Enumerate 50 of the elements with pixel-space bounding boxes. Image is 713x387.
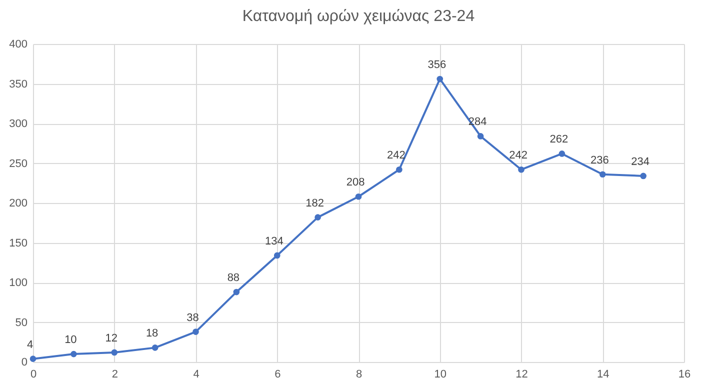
data-label: 234 <box>631 156 650 168</box>
x-tick-label: 0 <box>30 368 37 380</box>
y-tick-label: 250 <box>9 158 28 170</box>
y-tick-label: 0 <box>21 356 28 368</box>
y-tick-label: 50 <box>15 316 28 329</box>
data-label: 236 <box>590 154 609 166</box>
point <box>314 214 321 220</box>
x-tick-label: 6 <box>274 368 281 380</box>
point <box>192 328 199 335</box>
point <box>477 133 484 140</box>
data-label: 242 <box>387 150 406 162</box>
point <box>436 76 444 82</box>
data-label: 12 <box>105 332 118 344</box>
x-tick-label: 10 <box>434 368 446 380</box>
data-label: 356 <box>428 58 446 71</box>
y-tick-label: 300 <box>9 118 28 130</box>
point <box>518 166 524 173</box>
y-tick-label: 400 <box>9 38 28 50</box>
data-label: 262 <box>550 134 568 146</box>
chart-title: Κατανομή ωρών χειμώνας 23-24 <box>242 8 475 25</box>
y-tick-label: 150 <box>9 237 28 250</box>
x-tick-label: 4 <box>193 368 200 380</box>
x-tick-label: 16 <box>678 368 691 380</box>
point <box>640 172 646 180</box>
point <box>111 349 118 356</box>
y-tick-label: 100 <box>9 277 28 289</box>
point <box>152 344 158 351</box>
point <box>558 150 566 157</box>
x-tick-label: 8 <box>356 368 362 380</box>
point <box>274 252 280 259</box>
point <box>599 171 606 178</box>
point <box>396 166 402 173</box>
point <box>70 350 77 358</box>
point <box>30 356 36 362</box>
x-tick-label: 2 <box>112 368 118 380</box>
data-label: 4 <box>26 338 34 351</box>
data-label: 38 <box>186 312 199 324</box>
point <box>233 288 240 296</box>
y-tick-label: 200 <box>9 198 28 210</box>
data-label: 88 <box>227 272 240 284</box>
y-tick-label: 350 <box>9 78 28 90</box>
data-label: 182 <box>306 197 324 210</box>
data-label: 134 <box>264 235 284 248</box>
point <box>355 193 362 200</box>
data-label: 242 <box>509 150 528 162</box>
data-label: 208 <box>346 176 365 189</box>
data-label: 18 <box>146 328 158 340</box>
x-tick-label: 14 <box>597 368 610 380</box>
x-tick-label: 12 <box>516 368 528 380</box>
data-label: 10 <box>64 334 77 346</box>
